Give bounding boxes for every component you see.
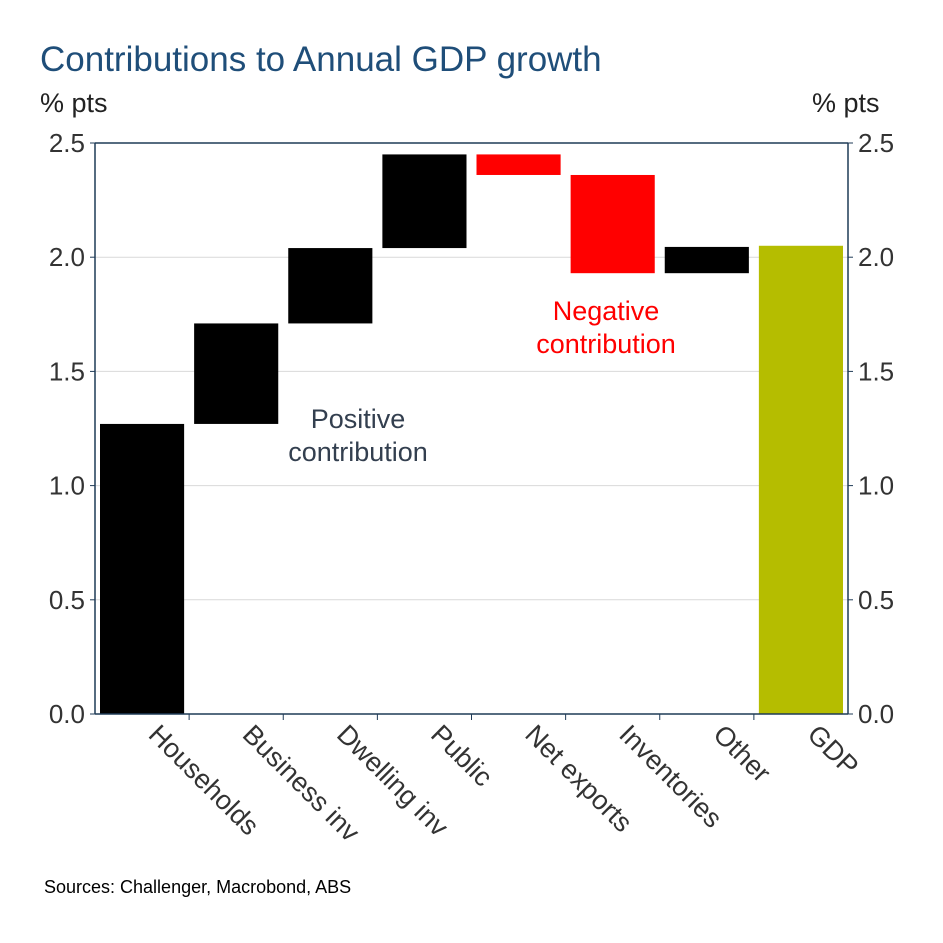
y-tick-label-right: 0.0 bbox=[858, 699, 894, 729]
y-tick-label-left: 2.5 bbox=[49, 128, 85, 158]
bar-business-inv bbox=[194, 323, 279, 424]
y-tick-label-right: 2.5 bbox=[858, 128, 894, 158]
left-axis-unit: % pts bbox=[40, 88, 108, 118]
x-category-label: Public bbox=[425, 719, 498, 792]
y-tick-label-left: 0.5 bbox=[49, 585, 85, 615]
x-category-label: Other bbox=[708, 719, 777, 788]
bar-gdp bbox=[758, 245, 843, 714]
y-tick-label-right: 0.5 bbox=[858, 585, 894, 615]
bar-net-exports bbox=[476, 154, 561, 175]
negative-contribution-label: Negative bbox=[553, 296, 660, 326]
bar-other bbox=[664, 246, 749, 274]
bar-public bbox=[382, 154, 467, 249]
right-axis-unit: % pts bbox=[812, 88, 880, 118]
y-tick-label-left: 1.5 bbox=[49, 356, 85, 386]
y-tick-label-right: 2.0 bbox=[858, 242, 894, 272]
x-category-label: GDP bbox=[802, 719, 865, 782]
negative-contribution-label: contribution bbox=[536, 329, 676, 359]
y-tick-label-right: 1.0 bbox=[858, 471, 894, 501]
y-tick-label-right: 1.5 bbox=[858, 356, 894, 386]
y-tick-label-left: 2.0 bbox=[49, 242, 85, 272]
bar-dwelling-inv bbox=[288, 248, 373, 324]
bar-inventories bbox=[570, 174, 655, 274]
positive-contribution-label: Positive bbox=[311, 404, 406, 434]
chart-title: Contributions to Annual GDP growth bbox=[40, 40, 602, 79]
positive-contribution-label: contribution bbox=[288, 437, 428, 467]
source-note: Sources: Challenger, Macrobond, ABS bbox=[44, 877, 352, 897]
bar-households bbox=[100, 423, 185, 714]
y-tick-label-left: 1.0 bbox=[49, 471, 85, 501]
y-tick-label-left: 0.0 bbox=[49, 699, 85, 729]
